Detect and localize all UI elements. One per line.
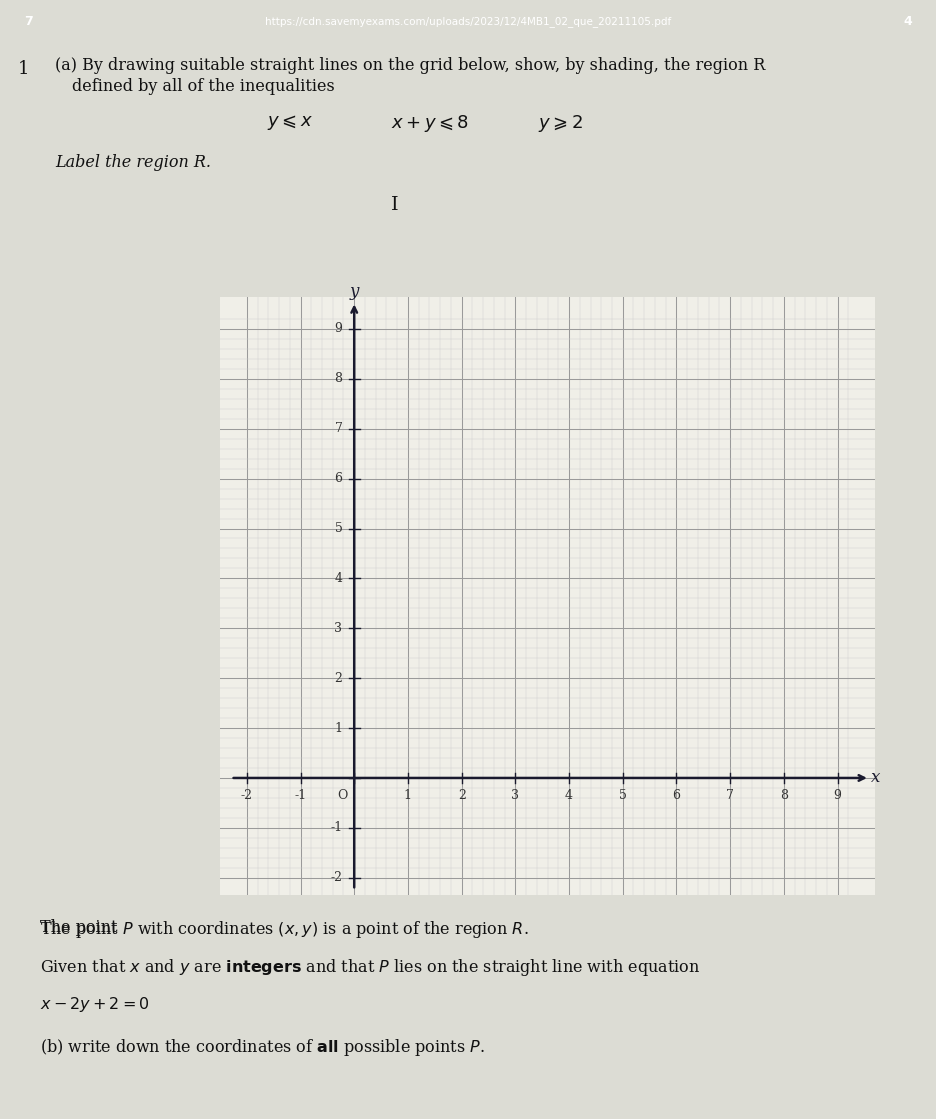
Text: (a) By drawing suitable straight lines on the grid below, show, by shading, the : (a) By drawing suitable straight lines o… — [55, 57, 766, 74]
Text: 9: 9 — [334, 322, 343, 336]
Text: -2: -2 — [330, 872, 343, 884]
Text: 5: 5 — [619, 789, 627, 802]
Text: 1: 1 — [18, 59, 30, 77]
Text: 1: 1 — [334, 722, 343, 734]
Text: Given that $x$ and $y$ are $\bf{integers}$ and that $P$ lies on the straight lin: Given that $x$ and $y$ are $\bf{integers… — [40, 957, 700, 978]
Text: 2: 2 — [334, 671, 343, 685]
Text: -1: -1 — [330, 821, 343, 835]
Text: $y \geqslant 2$: $y \geqslant 2$ — [537, 113, 582, 133]
Text: (b) write down the coordinates of $\bf{all}$ possible points $P$.: (b) write down the coordinates of $\bf{a… — [40, 1037, 485, 1057]
Text: $x - 2y + 2 = 0$: $x - 2y + 2 = 0$ — [40, 995, 150, 1014]
Text: 9: 9 — [834, 789, 841, 802]
Text: https://cdn.savemyexams.com/uploads/2023/12/4MB1_02_que_20211105.pdf: https://cdn.savemyexams.com/uploads/2023… — [265, 16, 671, 27]
Text: 2: 2 — [458, 789, 465, 802]
Text: 4: 4 — [334, 572, 343, 585]
Text: $y \leqslant x$: $y \leqslant x$ — [267, 113, 313, 132]
Text: 8: 8 — [780, 789, 788, 802]
Text: 7: 7 — [23, 15, 33, 28]
Text: -1: -1 — [295, 789, 307, 802]
Text: I: I — [391, 196, 399, 215]
Text: 7: 7 — [334, 422, 343, 435]
Text: The point: The point — [40, 919, 123, 935]
Text: 5: 5 — [334, 523, 343, 535]
Text: x: x — [870, 770, 880, 787]
Text: 8: 8 — [334, 373, 343, 385]
Text: y: y — [349, 283, 358, 300]
Text: O: O — [337, 789, 347, 802]
Text: 4: 4 — [565, 789, 573, 802]
Text: 3: 3 — [334, 622, 343, 634]
Text: 3: 3 — [511, 789, 519, 802]
Text: 4: 4 — [903, 15, 913, 28]
Text: 1: 1 — [404, 789, 412, 802]
Text: -2: -2 — [241, 789, 253, 802]
Text: 6: 6 — [672, 789, 680, 802]
Text: The point $P$ with coordinates $(x, y)$ is a point of the region $R$.: The point $P$ with coordinates $(x, y)$ … — [40, 919, 529, 940]
Text: defined by all of the inequalities: defined by all of the inequalities — [72, 77, 335, 95]
Text: Label the region R.: Label the region R. — [55, 154, 211, 171]
Text: $x + y \leqslant 8$: $x + y \leqslant 8$ — [391, 113, 469, 133]
Text: 7: 7 — [726, 789, 734, 802]
Text: 6: 6 — [334, 472, 343, 486]
